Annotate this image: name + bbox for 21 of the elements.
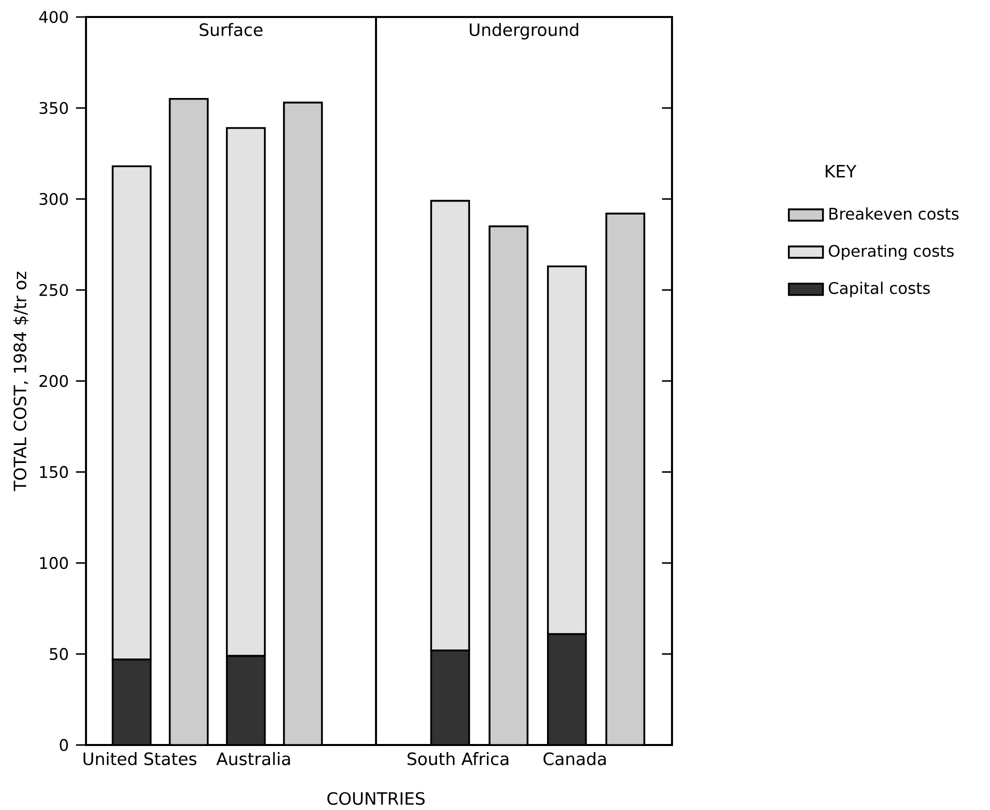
x-tick-label: Australia [216, 752, 290, 766]
x-tick-label: Canada [544, 752, 606, 766]
y-tick-label: 0 [60, 738, 68, 752]
y-axis-title: TOTAL COST, 1984 $/tr oz [13, 272, 29, 492]
legend-label: Operating costs [828, 244, 954, 260]
legend-label: Breakeven costs [829, 207, 959, 220]
y-tick-label: 300 [40, 192, 68, 206]
y-tick-label: 400 [39, 10, 68, 24]
x-tick-label: South Africa [408, 752, 508, 766]
y-tick-label: 200 [40, 374, 68, 388]
chart-title: Surface [200, 22, 262, 36]
y-tick-label: 150 [40, 466, 68, 478]
x-tick-label: United States [84, 752, 196, 766]
y-tick-label: 50 [50, 648, 68, 660]
y-tick-label: 250 [40, 284, 68, 296]
y-tick-label: 100 [40, 556, 68, 570]
legend-title: KEY [826, 164, 856, 178]
y-tick-label: 350 [40, 102, 68, 114]
legend-label: Capital costs [828, 282, 930, 298]
chart-title: Underground [470, 22, 578, 40]
x-axis-title: COUNTRIES [327, 792, 425, 805]
